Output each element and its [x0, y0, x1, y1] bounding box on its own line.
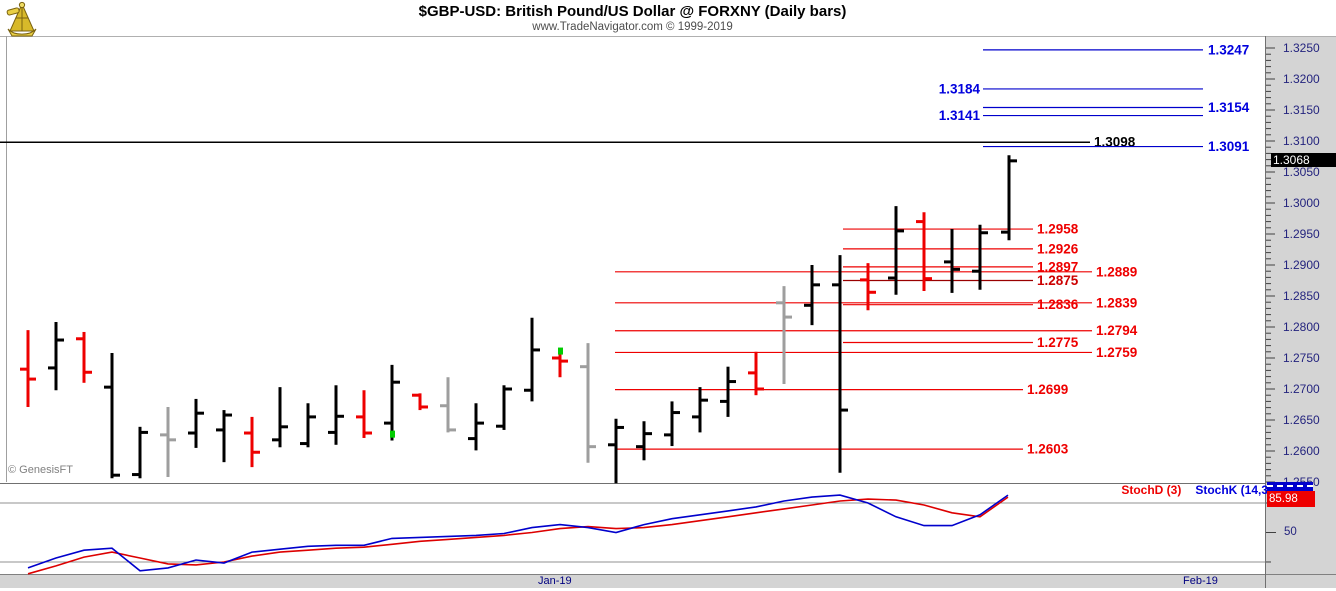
- current-price-marker: 1.3068: [1271, 153, 1336, 167]
- ohlc-bar[interactable]: [720, 366, 736, 417]
- price-level-label: 1.3091: [1208, 139, 1250, 154]
- ohlc-bar[interactable]: [468, 403, 484, 451]
- ohlc-bar[interactable]: [188, 398, 204, 448]
- price-level-label: 1.3141: [939, 108, 981, 123]
- stochd-line: [27, 496, 1009, 575]
- ohlc-bar[interactable]: [552, 353, 568, 378]
- price-level-label: 1.3098: [1094, 135, 1136, 150]
- price-level-label: 1.2699: [1027, 382, 1068, 397]
- price-axis-label: 1.2750: [1283, 351, 1320, 365]
- ohlc-bar[interactable]: [300, 403, 316, 448]
- price-level-label: 1.2897: [1037, 259, 1078, 274]
- x-axis-label-feb: Feb-19: [1183, 575, 1218, 587]
- ohlc-bar[interactable]: [636, 421, 652, 461]
- ohlc-bar[interactable]: [944, 229, 960, 293]
- price-axis-label: 1.2700: [1283, 382, 1320, 396]
- chart-subtitle: www.TradeNavigator.com © 1999-2019: [532, 21, 733, 33]
- ohlc-bar[interactable]: [328, 385, 344, 445]
- time-axis-strip[interactable]: [0, 574, 1336, 588]
- price-level-label: 1.3247: [1208, 42, 1249, 57]
- price-axis-label: 1.3200: [1283, 72, 1320, 86]
- price-level-label: 1.2759: [1096, 345, 1137, 360]
- ohlc-bar[interactable]: [272, 387, 288, 448]
- price-axis-label: 1.3000: [1283, 196, 1320, 210]
- stochd-value-marker: 85.98: [1267, 491, 1315, 507]
- x-axis-label-jan: Jan-19: [538, 575, 572, 587]
- ohlc-bar[interactable]: [860, 263, 876, 311]
- price-axis-label: 1.3150: [1283, 103, 1320, 117]
- price-level-label: 1.3154: [1208, 100, 1250, 115]
- price-axis-label: 1.3050: [1283, 165, 1320, 179]
- price-level-label: 1.3184: [939, 81, 981, 96]
- price-axis-label: 1.2850: [1283, 289, 1320, 303]
- ohlc-bar[interactable]: [832, 255, 848, 473]
- stochk-line: [27, 494, 1009, 572]
- price-axis-label: 1.3250: [1283, 41, 1320, 55]
- price-level-label: 1.2926: [1037, 241, 1079, 256]
- ohlc-bar[interactable]: [776, 286, 792, 385]
- price-axis-label: 1.2650: [1283, 413, 1320, 427]
- price-level-label: 1.2794: [1096, 323, 1138, 338]
- price-axis-label: 1.2900: [1283, 258, 1320, 272]
- ohlc-bar[interactable]: [804, 265, 820, 326]
- stochastic-legend: StochD (3) StochK (14,3): [900, 483, 1272, 497]
- ohlc-bar[interactable]: [692, 387, 708, 433]
- ohlc-bar[interactable]: [972, 224, 988, 290]
- buy-signal-marker: [390, 430, 395, 438]
- ohlc-bar[interactable]: [524, 317, 540, 402]
- ohlc-bar[interactable]: [48, 322, 64, 391]
- price-level-label: 1.2958: [1037, 222, 1079, 237]
- price-level-label: 1.2889: [1096, 264, 1137, 279]
- ohlc-bar[interactable]: [160, 406, 176, 478]
- price-axis-label: 1.2800: [1283, 320, 1320, 334]
- ohlc-bar[interactable]: [888, 206, 904, 295]
- buy-signal-marker: [558, 347, 563, 355]
- ohlc-bar[interactable]: [216, 410, 232, 463]
- ohlc-bar[interactable]: [132, 426, 148, 479]
- ohlc-bar[interactable]: [76, 331, 92, 383]
- stochd-legend-label[interactable]: StochD (3): [1121, 483, 1182, 497]
- ohlc-bar[interactable]: [384, 364, 400, 441]
- ohlc-bar[interactable]: [356, 390, 372, 438]
- price-level-label: 1.2839: [1096, 295, 1137, 310]
- price-level-label: 1.2775: [1037, 335, 1079, 350]
- ohlc-bar[interactable]: [608, 418, 624, 484]
- ohlc-bar[interactable]: [104, 353, 120, 479]
- price-level-label: 1.2836: [1037, 297, 1079, 312]
- ohlc-bar[interactable]: [748, 351, 764, 396]
- ohlc-bar[interactable]: [496, 385, 512, 430]
- genesisft-watermark: © GenesisFT: [8, 464, 73, 476]
- price-axis-label: 1.2600: [1283, 444, 1320, 458]
- price-axis-label: 1.3100: [1283, 134, 1320, 148]
- ohlc-bar[interactable]: [916, 212, 932, 292]
- chart-title: $GBP-USD: British Pound/US Dollar @ FORX…: [418, 3, 847, 20]
- stoch-axis-50-label: 50: [1284, 526, 1297, 538]
- ohlc-bar[interactable]: [664, 401, 680, 447]
- ohlc-bar[interactable]: [580, 343, 596, 463]
- stochk-legend-label[interactable]: StochK (14,3): [1195, 483, 1272, 497]
- stochk-value-marker: [1267, 482, 1313, 491]
- stochk-dash-icon: [1267, 485, 1313, 487]
- trade-navigator-logo: [6, 1, 37, 37]
- price-axis-label: 1.2950: [1283, 227, 1320, 241]
- price-level-label: 1.2603: [1027, 442, 1069, 457]
- ohlc-bar[interactable]: [1001, 155, 1017, 241]
- ohlc-bar[interactable]: [244, 416, 260, 468]
- ohlc-bar[interactable]: [440, 377, 456, 433]
- ohlc-bar[interactable]: [412, 393, 428, 411]
- price-level-label: 1.2875: [1037, 273, 1079, 288]
- ohlc-bar[interactable]: [20, 330, 36, 407]
